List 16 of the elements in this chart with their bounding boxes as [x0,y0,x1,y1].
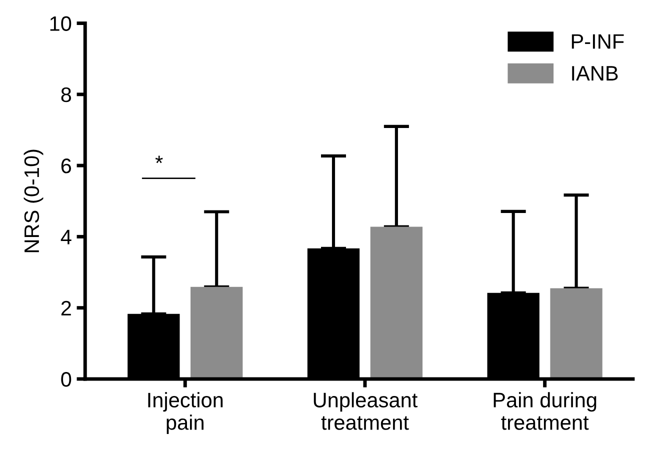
y-tick-label: 4 [60,230,72,244]
y-tick-label: 6 [61,158,72,174]
y-tick-label: 10 [50,16,72,32]
x-tick-label: Unpleasant treatment [314,392,418,430]
bar [550,288,602,379]
bar [370,226,423,379]
legend-label: IANB [572,66,618,80]
y-tick-label: 0 [61,372,72,387]
x-tick-label: Pain during treatment [494,392,596,430]
annotation: * [155,156,163,164]
x-tick-label: Injection pain [148,392,223,434]
legend-label: P-INF [572,34,624,49]
y-tick-label: 8 [61,87,72,102]
bar [190,286,243,379]
y-tick-label: 2 [61,300,71,316]
y-axis-title: NRS (0-10) [24,150,44,252]
